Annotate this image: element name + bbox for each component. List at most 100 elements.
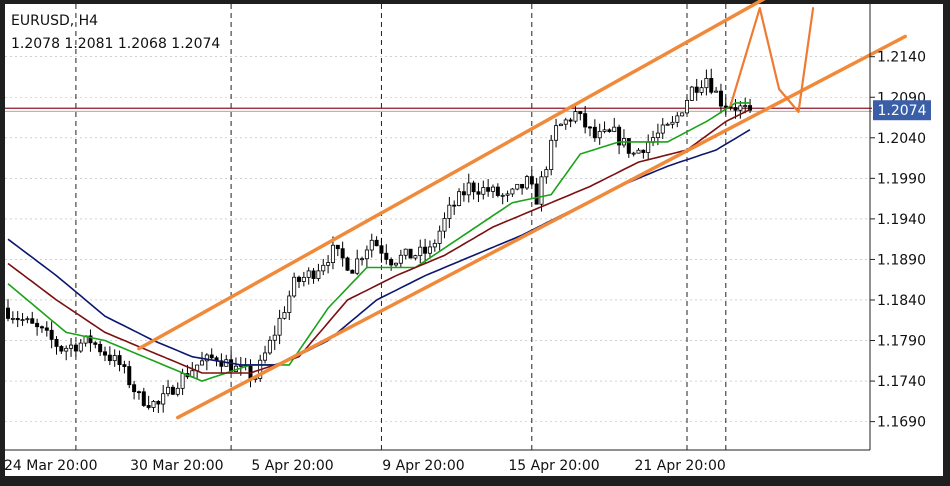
x-tick-label: 5 Apr 20:00	[251, 458, 333, 474]
candle-body	[151, 401, 156, 408]
candle-body	[93, 342, 98, 345]
candle-body	[73, 344, 78, 352]
candle-body	[267, 339, 272, 354]
candle-body	[490, 186, 495, 192]
candle-body	[743, 105, 748, 107]
y-tick-label: 1.1740	[877, 374, 926, 390]
candle-body	[335, 244, 340, 250]
candle-body	[675, 115, 680, 123]
candle-body	[558, 123, 563, 127]
candle-body	[292, 276, 297, 297]
candle-body	[30, 318, 35, 324]
candle-body	[316, 270, 321, 279]
candle-body	[44, 327, 49, 331]
candle-body	[461, 191, 466, 196]
candle-body	[544, 169, 549, 178]
x-tick-label: 9 Apr 20:00	[382, 458, 464, 474]
candle-body	[583, 113, 588, 128]
candle-body	[103, 351, 108, 356]
candle-body	[156, 401, 161, 405]
y-tick-label: 1.1890	[877, 252, 926, 268]
candle-body	[229, 359, 234, 372]
candle-body	[427, 246, 432, 254]
candle-body	[175, 387, 180, 395]
candle-body	[694, 86, 699, 93]
candle-body	[529, 176, 534, 185]
candle-body	[423, 246, 428, 254]
candle-body	[592, 126, 597, 139]
candle-body	[287, 295, 292, 313]
candle-body	[69, 344, 74, 349]
candles	[6, 68, 753, 414]
candle-body	[170, 386, 175, 395]
candle-body	[15, 317, 20, 321]
candle-body	[418, 246, 423, 257]
candle-body	[117, 355, 122, 366]
x-tick-label: 24 Mar 20:00	[4, 458, 97, 474]
candle-body	[447, 204, 452, 219]
y-tick-label: 1.1840	[877, 293, 926, 309]
candle-body	[161, 393, 166, 405]
candle-body	[641, 149, 646, 153]
candle-body	[321, 264, 326, 272]
y-tick-label: 1.1690	[877, 415, 926, 431]
candle-body	[364, 249, 369, 260]
candle-body	[626, 138, 631, 154]
candle-body	[393, 262, 398, 266]
candle-body	[539, 176, 544, 205]
candle-body	[398, 254, 403, 264]
candle-body	[500, 194, 505, 197]
projection-scribble	[729, 7, 815, 113]
y-tick-label: 1.2140	[877, 50, 926, 66]
candle-body	[578, 111, 583, 115]
candle-body	[452, 204, 457, 207]
candle-body	[699, 87, 704, 93]
x-tick-label: 15 Apr 20:00	[508, 458, 599, 474]
symbol-timeframe: EURUSD, H4	[11, 13, 98, 29]
candle-body	[534, 183, 539, 205]
candle-body	[607, 129, 612, 132]
candle-body	[330, 244, 335, 263]
candle-body	[505, 193, 510, 196]
candle-body	[180, 373, 185, 389]
candle-body	[602, 129, 607, 132]
current-price-label-bg	[873, 100, 931, 121]
candle-body	[10, 317, 15, 320]
candle-body	[689, 86, 694, 101]
candle-body	[301, 276, 306, 282]
candle-body	[374, 239, 379, 247]
candle-body	[199, 360, 204, 366]
candle-body	[132, 384, 137, 393]
candle-body	[733, 107, 738, 111]
candle-body	[510, 188, 515, 195]
candle-body	[166, 386, 171, 395]
candle-body	[340, 248, 345, 259]
labels: EURUSD, H4 1.2078 1.2081 1.2068 1.2074	[11, 13, 220, 52]
candle-body	[655, 132, 660, 139]
candle-body	[442, 218, 447, 232]
candle-body	[568, 119, 573, 122]
candle-body	[714, 90, 719, 93]
candle-body	[646, 141, 651, 153]
candle-body	[112, 355, 117, 362]
candle-body	[612, 126, 617, 132]
candle-body	[311, 270, 316, 279]
candle-body	[476, 191, 481, 195]
candle-body	[524, 176, 529, 189]
candle-body	[360, 258, 365, 261]
x-tick-label: 21 Apr 20:00	[635, 458, 726, 474]
y-tick-label: 1.1990	[877, 171, 926, 187]
candle-body	[127, 366, 132, 386]
candle-body	[6, 307, 11, 319]
candle-body	[680, 112, 685, 117]
candle-body	[136, 391, 141, 394]
candle-body	[326, 262, 331, 266]
candle-body	[495, 186, 500, 196]
candle-body	[272, 334, 277, 341]
candle-body	[306, 270, 311, 278]
candle-body	[122, 364, 127, 367]
candle-body	[64, 347, 69, 352]
x-tick-label: 30 Mar 20:00	[130, 458, 223, 474]
candle-body	[471, 182, 476, 193]
